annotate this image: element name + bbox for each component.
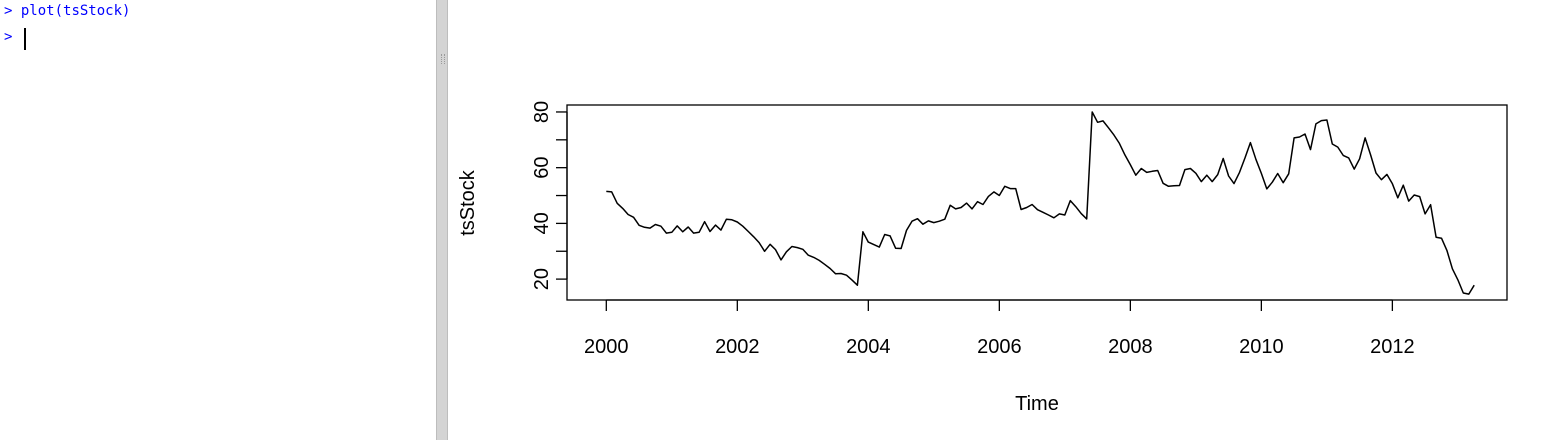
pane-splitter[interactable]	[436, 0, 448, 440]
text-cursor	[24, 28, 26, 50]
x-tick-label: 2012	[1370, 336, 1415, 358]
x-tick-label: 2008	[1108, 336, 1153, 358]
x-axis-title: Time	[1015, 393, 1059, 415]
plot-pane: 2000 2002 2004 2006 2008 2010 2012 20 40 60 80 Ti…	[448, 0, 1563, 440]
y-axis: 20 40 60 80	[531, 101, 568, 290]
y-axis-title: tsStock	[457, 169, 479, 236]
console-input-line[interactable]: >	[4, 28, 12, 46]
console-prompt: >	[4, 3, 13, 19]
y-tick-label: 60	[531, 157, 553, 179]
x-axis: 2000 2002 2004 2006 2008 2010 2012	[584, 299, 1415, 358]
y-tick-label: 20	[531, 268, 553, 290]
x-tick-label: 2004	[846, 336, 891, 358]
console-prompt: >	[4, 29, 13, 45]
console-pane[interactable]: > plot(tsStock) >	[0, 0, 436, 440]
plot-box	[566, 104, 1508, 301]
x-tick-label: 2010	[1239, 336, 1284, 358]
x-tick-label: 2006	[977, 336, 1022, 358]
x-tick-label: 2000	[584, 336, 629, 358]
y-tick-label: 80	[531, 101, 553, 123]
x-tick-label: 2002	[715, 336, 760, 358]
series-group	[606, 111, 1475, 295]
console-line: > plot(tsStock)	[4, 2, 130, 20]
series-line	[606, 111, 1475, 295]
splitter-grip-icon[interactable]	[441, 54, 445, 64]
y-tick-label: 40	[531, 212, 553, 234]
console-command: plot(tsStock)	[20, 3, 131, 19]
ts-plot: 2000 2002 2004 2006 2008 2010 2012 20 40 60 80 Ti…	[457, 101, 1508, 415]
